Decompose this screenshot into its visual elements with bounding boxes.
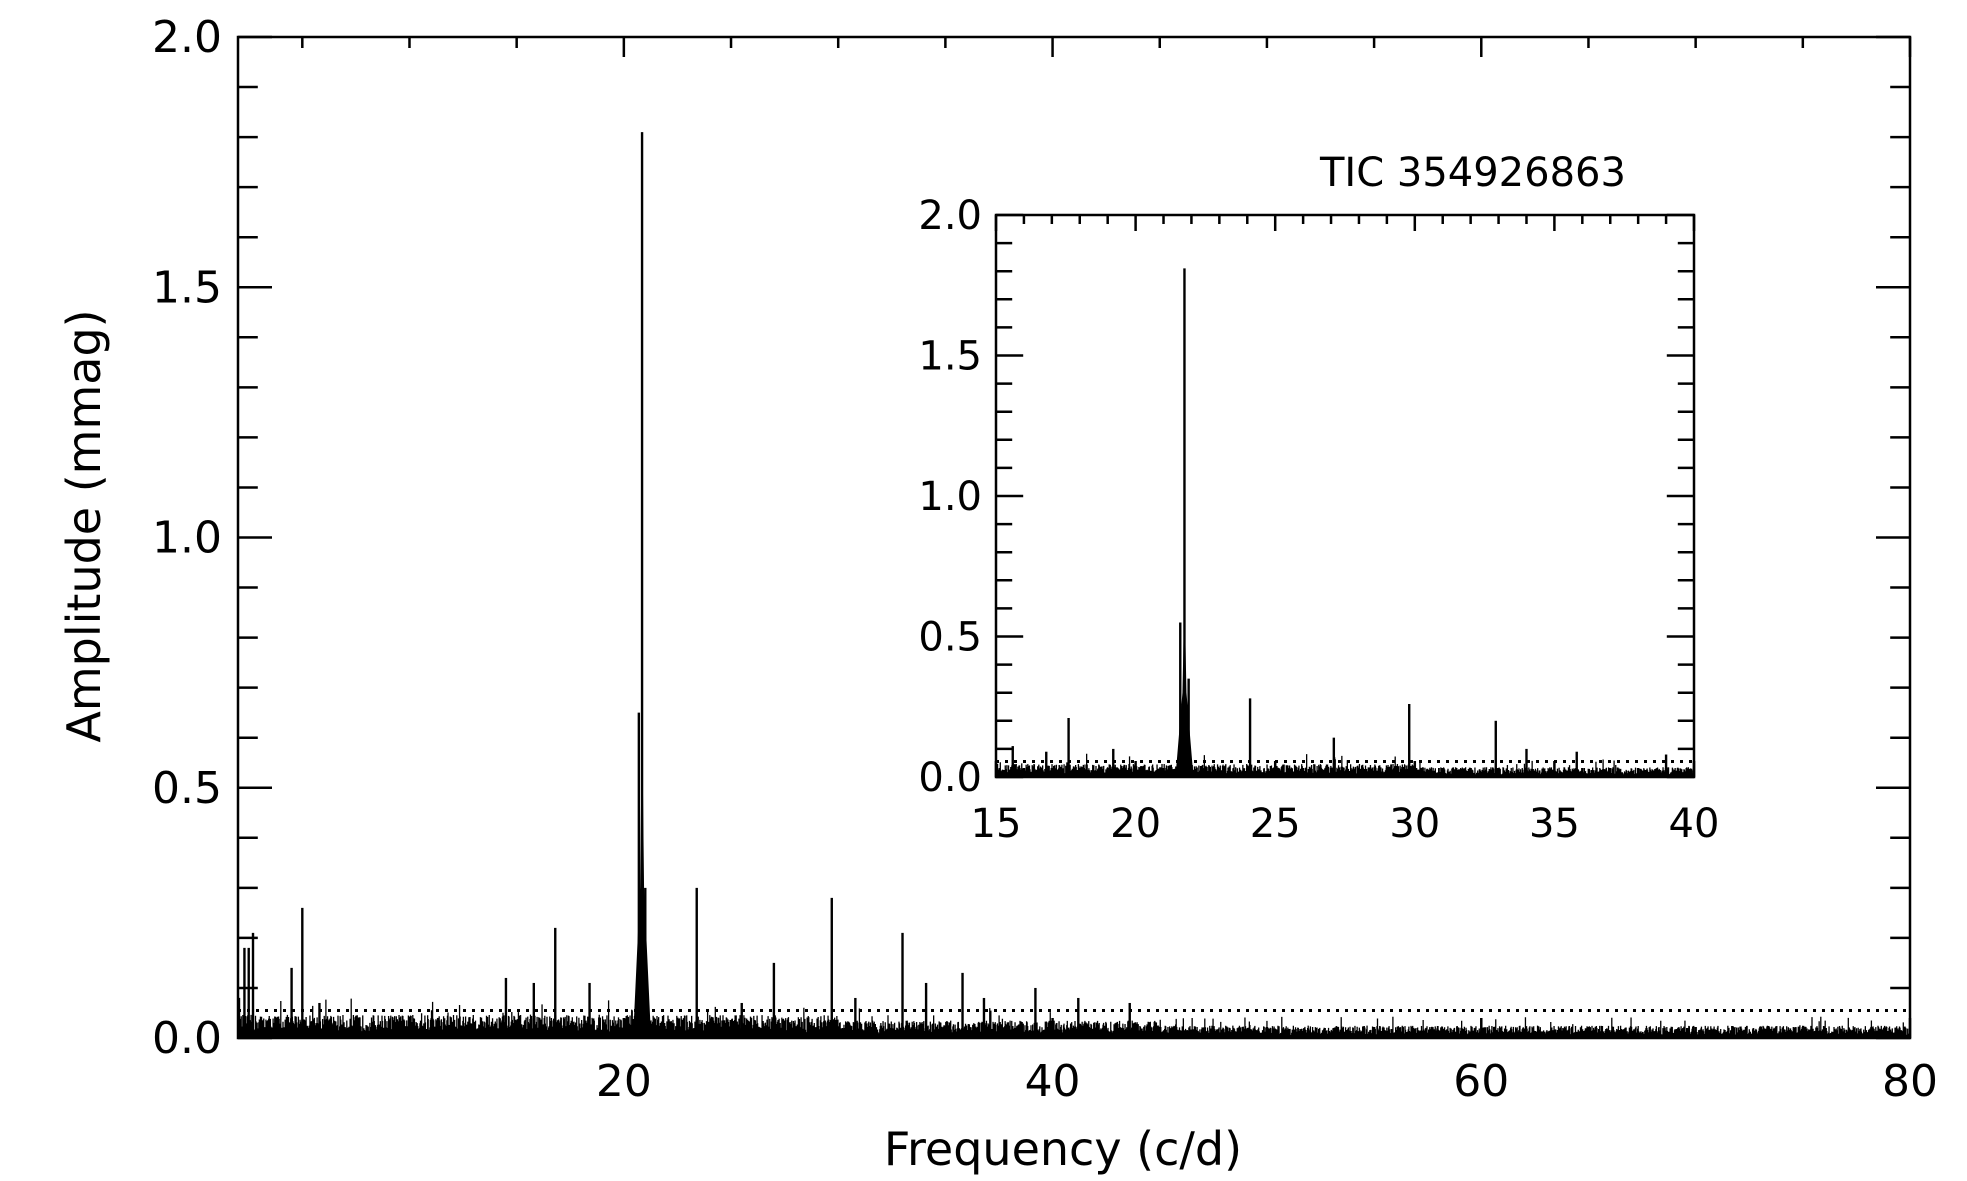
inset-y-tick-label: 2.0: [918, 193, 982, 239]
main-y-tick-label: 1.0: [152, 513, 222, 564]
inset-y-tick-label: 0.0: [918, 755, 982, 801]
x-axis-title: Frequency (c/d): [884, 1122, 1242, 1176]
main-y-tick-label: 0.5: [152, 763, 222, 814]
main-y-tick-label: 1.5: [152, 262, 222, 313]
main-y-tick-label: 2.0: [152, 12, 222, 63]
inset-background: [996, 215, 1696, 777]
main-chart: 20 40 60 80 0.0 0.5 1.0 1.5 2.0 Frequency (c/d)…: [57, 12, 1938, 1176]
inset-title: TIC 354926863: [1319, 150, 1626, 196]
inset-y-tick-labels: 0.0 0.5 1.0 1.5 2.0: [918, 193, 982, 801]
main-y-tick-labels: 0.0 0.5 1.0 1.5 2.0: [152, 12, 222, 1064]
inset-x-tick-label: 35: [1529, 801, 1580, 847]
main-y-tick-label: 0.0: [152, 1013, 222, 1064]
inset-x-tick-label: 15: [971, 801, 1022, 847]
inset-x-tick-labels: 15 20 25 30 35 40: [971, 801, 1720, 847]
y-axis-title: Amplitude (mmag): [57, 309, 111, 742]
inset-y-tick-label: 1.0: [918, 474, 982, 520]
inset-axis-ticks: [994, 213, 1696, 779]
main-main-peak-base: [633, 711, 652, 1038]
inset-signal-trace: [996, 268, 1694, 777]
main-x-tick-labels: 20 40 60 80: [596, 1056, 1938, 1107]
inset-chart: 15 20 25 30 35 40 0.0 0.5 1.0 1.5 2.0 TIC 3549268…: [918, 150, 1719, 847]
inset-x-tick-label: 30: [1389, 801, 1440, 847]
inset-x-tick-label: 20: [1110, 801, 1161, 847]
main-x-tick-label: 20: [596, 1056, 652, 1107]
inset-y-tick-label: 0.5: [918, 615, 982, 661]
main-x-tick-label: 40: [1025, 1056, 1081, 1107]
main-axis-ticks: [238, 35, 1912, 1040]
inset-main-peak-base: [1175, 593, 1194, 777]
inset-x-tick-label: 25: [1250, 801, 1301, 847]
inset-y-tick-label: 1.5: [918, 334, 982, 380]
inset-x-tick-label: 40: [1669, 801, 1720, 847]
main-x-tick-label: 80: [1882, 1056, 1938, 1107]
main-x-tick-label: 60: [1453, 1056, 1509, 1107]
main-noise-floor: [238, 997, 1910, 1038]
